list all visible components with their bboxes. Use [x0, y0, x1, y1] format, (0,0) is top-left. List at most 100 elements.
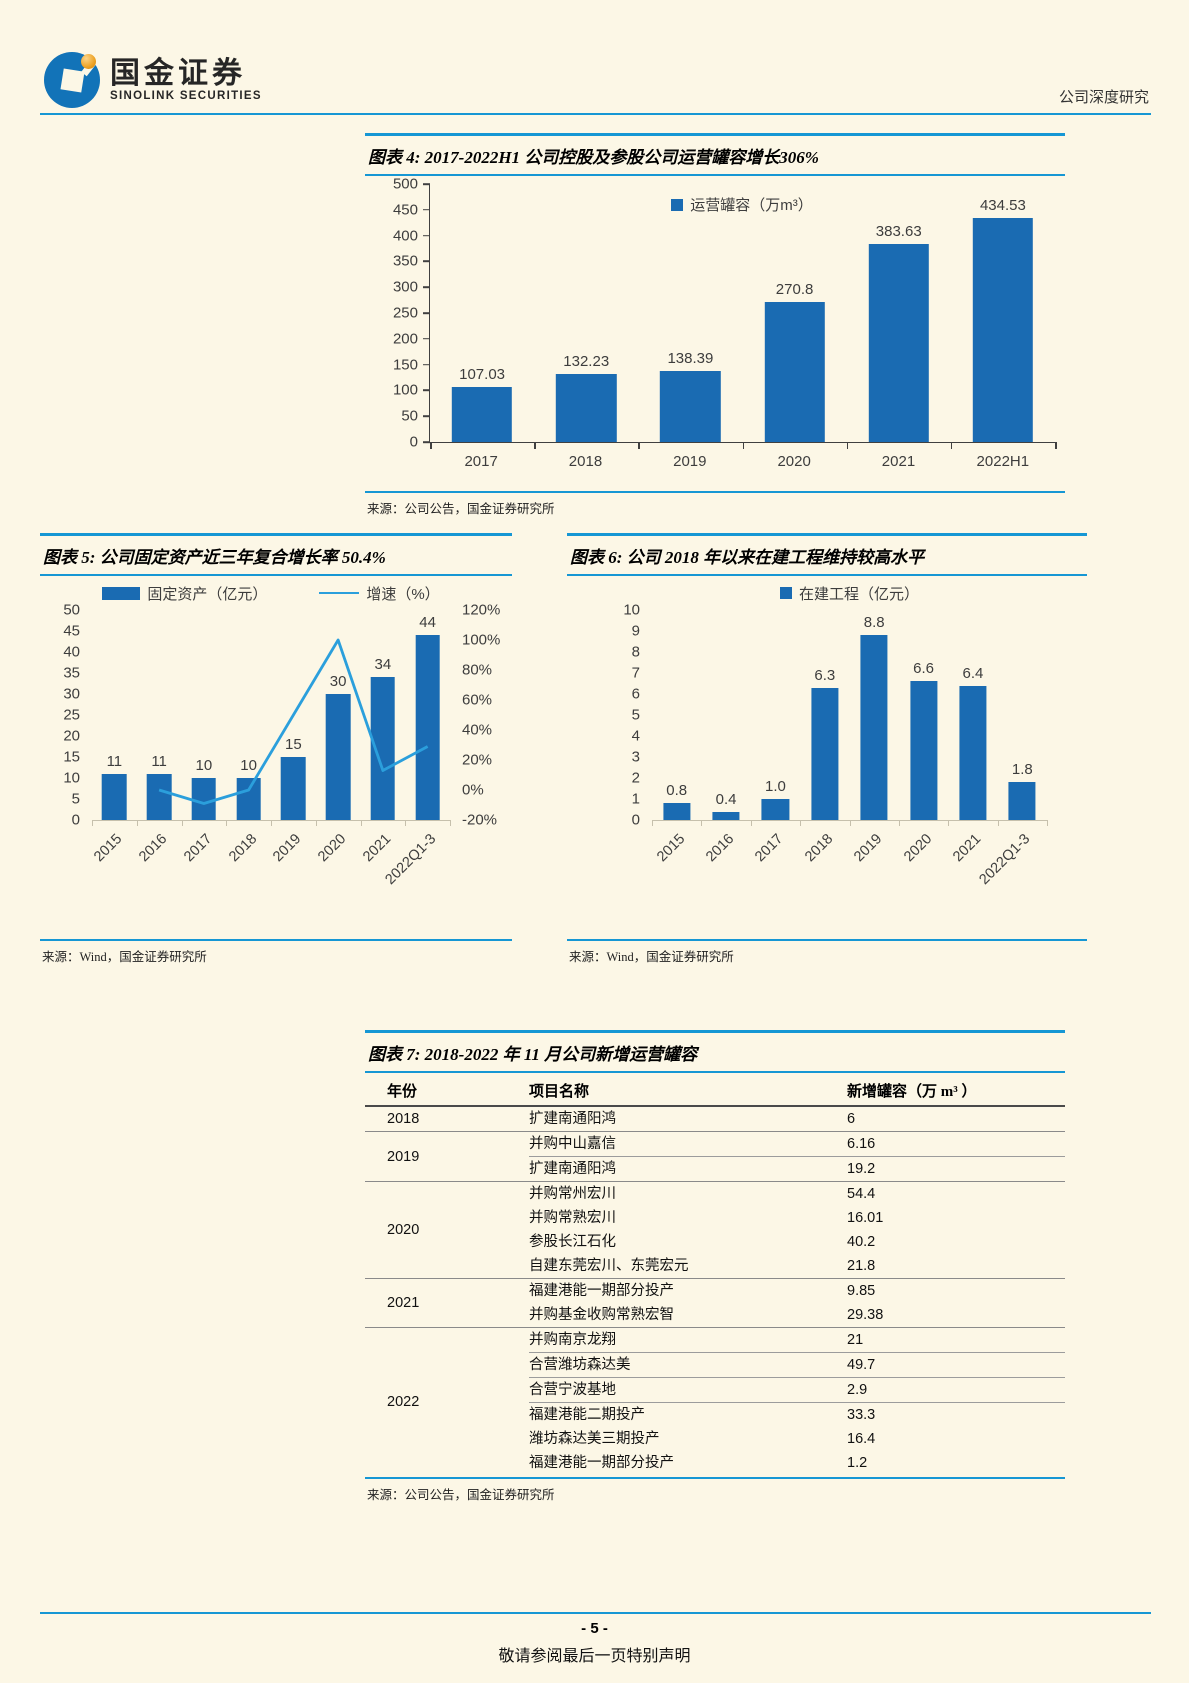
bar-slot: 0.4 [701, 610, 750, 820]
y-axis-label: 300 [392, 278, 418, 296]
legend-label: 固定资产（亿元） [147, 585, 268, 603]
bar-slot: 6.3 [800, 610, 849, 820]
sinolink-logo: 国金证券 SINOLINK SECURITIES [44, 52, 262, 108]
capacity-cell: 54.4 [847, 1181, 1065, 1206]
figure-4: 图表 4: 2017-2022H1 公司控股及参股公司运营罐容增长306% 运营… [365, 133, 1065, 517]
capacity-cell: 40.2 [847, 1234, 876, 1250]
bar-slot: 383.63 [847, 184, 951, 442]
y-axis-label: 10 [63, 769, 80, 787]
x-axis-tickmark [742, 442, 745, 449]
y-axis-label: 100 [392, 381, 418, 399]
y-axis-label: 0 [631, 811, 640, 829]
bar-value-label: 132.23 [563, 352, 610, 370]
project-cell: 并购常州宏川 [529, 1181, 847, 1206]
chart-plot-area: 0 5 10 15 20 25 30 35 40 45 50 -20% 0% 20% 40% 60% 80% 10… [63, 602, 500, 829]
capacity-cell: 6.16 [847, 1131, 1065, 1157]
x-axis-label: 2022H1 [976, 453, 1030, 470]
bar [451, 386, 513, 442]
bar-slot: 434.53 [951, 184, 1055, 442]
x-axis-tickmark [1047, 820, 1048, 826]
y-axis-tickmark [423, 363, 430, 366]
logo-text: 国金证券 SINOLINK SECURITIES [110, 58, 262, 102]
table-row: 扩建南通阳鸿 19.2 [365, 1156, 1065, 1182]
y-axis-label: 45 [63, 622, 80, 640]
y-axis-label: 20 [63, 727, 80, 745]
report-category-label: 公司深度研究 [1058, 90, 1149, 106]
year-cell: 2018 [387, 1111, 420, 1127]
figure-6-chart: 在建工程（亿元） 0 1 2 3 4 5 6 7 8 9 10 0.8 0.4 1.0 6.3 8.8 6.6 6.… [567, 576, 1087, 888]
figure-5-title: 图表 5: 公司固定资产近三年复合增长率 50.4% [40, 533, 512, 576]
bar-slot: 8.8 [850, 610, 899, 820]
y2-axis-label: 0% [462, 781, 484, 799]
bar [556, 373, 617, 442]
bar [1008, 782, 1036, 820]
legend-item-bar: 在建工程（亿元） [779, 583, 919, 604]
y-axis-label: 6 [631, 685, 640, 703]
table-row: 参股长江石化 40.2 [365, 1230, 1065, 1254]
figure-5-chart: 固定资产（亿元） 增速（%） 0 5 10 15 20 25 30 35 40 45 50 -20% 0% 2… [40, 576, 512, 888]
figure-5-source: 来源：Wind，国金证券研究所 [40, 939, 512, 965]
chart-legend: 固定资产（亿元） 增速（%） [92, 576, 450, 610]
bar [764, 302, 825, 442]
figure-7-title: 图表 7: 2018-2022 年 11 月公司新增运营罐容 [365, 1030, 1065, 1073]
x-axis-tickmark [226, 820, 228, 826]
figure-4-chart: 运营罐容（万m³） 0 50 100 150 200 250 300 350 400 450 500 1… [365, 176, 1065, 475]
table-row: 2018 扩建南通阳鸿 6 [365, 1106, 1065, 1132]
y-axis-tickmark [423, 286, 430, 288]
bar-value-label: 1.0 [765, 778, 786, 795]
y-axis-label: 0 [409, 433, 418, 451]
capacity-table: 年份 项目名称 新增罐容（万 m³ ） 2018 扩建南通阳鸿 6 2019 并购中山嘉信 6.… [365, 1075, 1065, 1475]
x-axis-tickmark [997, 820, 999, 826]
legend-item-bar: 固定资产（亿元） [102, 583, 267, 604]
y-axis-tickmark [423, 415, 430, 417]
y-axis-label: 350 [392, 252, 418, 270]
bar [325, 694, 351, 820]
bar [660, 370, 721, 442]
bar-slot: 44 [405, 610, 450, 820]
project-cell: 福建港能二期投产 [529, 1402, 847, 1427]
table-header-row: 年份 项目名称 新增罐容（万 m³ ） [365, 1075, 1065, 1107]
project-cell: 参股长江石化 [529, 1234, 616, 1250]
table-row: 潍坊森达美三期投产 16.4 [365, 1427, 1065, 1451]
page-number: - 5 - [581, 1620, 608, 1637]
bar [860, 635, 888, 820]
project-cell: 并购南京龙翔 [529, 1327, 847, 1353]
legend-label: 增速（%） [366, 585, 440, 603]
x-axis-tickmark [181, 820, 183, 826]
x-axis-label: 2021 [881, 453, 916, 470]
sinolink-logo-icon [44, 52, 100, 108]
figure-5: 图表 5: 公司固定资产近三年复合增长率 50.4% 固定资产（亿元） 增速（%）… [40, 533, 512, 965]
footer-disclaimer: 敬请参阅最后一页特别声明 [498, 1648, 691, 1665]
x-axis-tickmark [450, 820, 451, 826]
capacity-cell: 21 [847, 1327, 1065, 1353]
figure-4-title: 图表 4: 2017-2022H1 公司控股及参股公司运营罐容增长306% [365, 133, 1065, 176]
x-axis-tickmark [750, 820, 752, 826]
capacity-cell: 29.38 [847, 1307, 884, 1323]
y-axis-label: 30 [63, 685, 80, 703]
project-cell: 并购基金收购常熟宏智 [529, 1307, 674, 1323]
capacity-cell: 19.2 [847, 1156, 1065, 1182]
year-cell: 2020 [365, 1181, 529, 1279]
y-axis-tickmark [423, 209, 430, 211]
y-axis-label: 4 [631, 727, 640, 745]
x-axis-label: 2019 [673, 453, 707, 470]
table-row: 2020 并购常州宏川 54.4 [365, 1181, 1065, 1279]
project-cell: 扩建南通阳鸿 [529, 1156, 847, 1182]
x-axis-tickmark [1055, 442, 1057, 449]
bar-slot: 30 [316, 610, 361, 820]
x-axis-tickmark [898, 820, 900, 826]
bar [909, 681, 938, 820]
bar [761, 799, 790, 820]
chart-legend: 在建工程（亿元） [652, 576, 1047, 610]
bar-value-label: 270.8 [775, 281, 814, 299]
bar-value-label: 0.8 [666, 782, 688, 800]
y-axis-label: 50 [63, 601, 80, 619]
x-axis-tickmark [846, 442, 849, 449]
table-header-cell: 项目名称 [529, 1075, 847, 1107]
y-axis-tickmark [423, 183, 430, 185]
legend-item-bar: 运营罐容（万m³） [671, 194, 813, 215]
y2-axis-label: 60% [462, 691, 493, 709]
bar [370, 677, 396, 820]
x-axis-tickmark [92, 820, 93, 826]
